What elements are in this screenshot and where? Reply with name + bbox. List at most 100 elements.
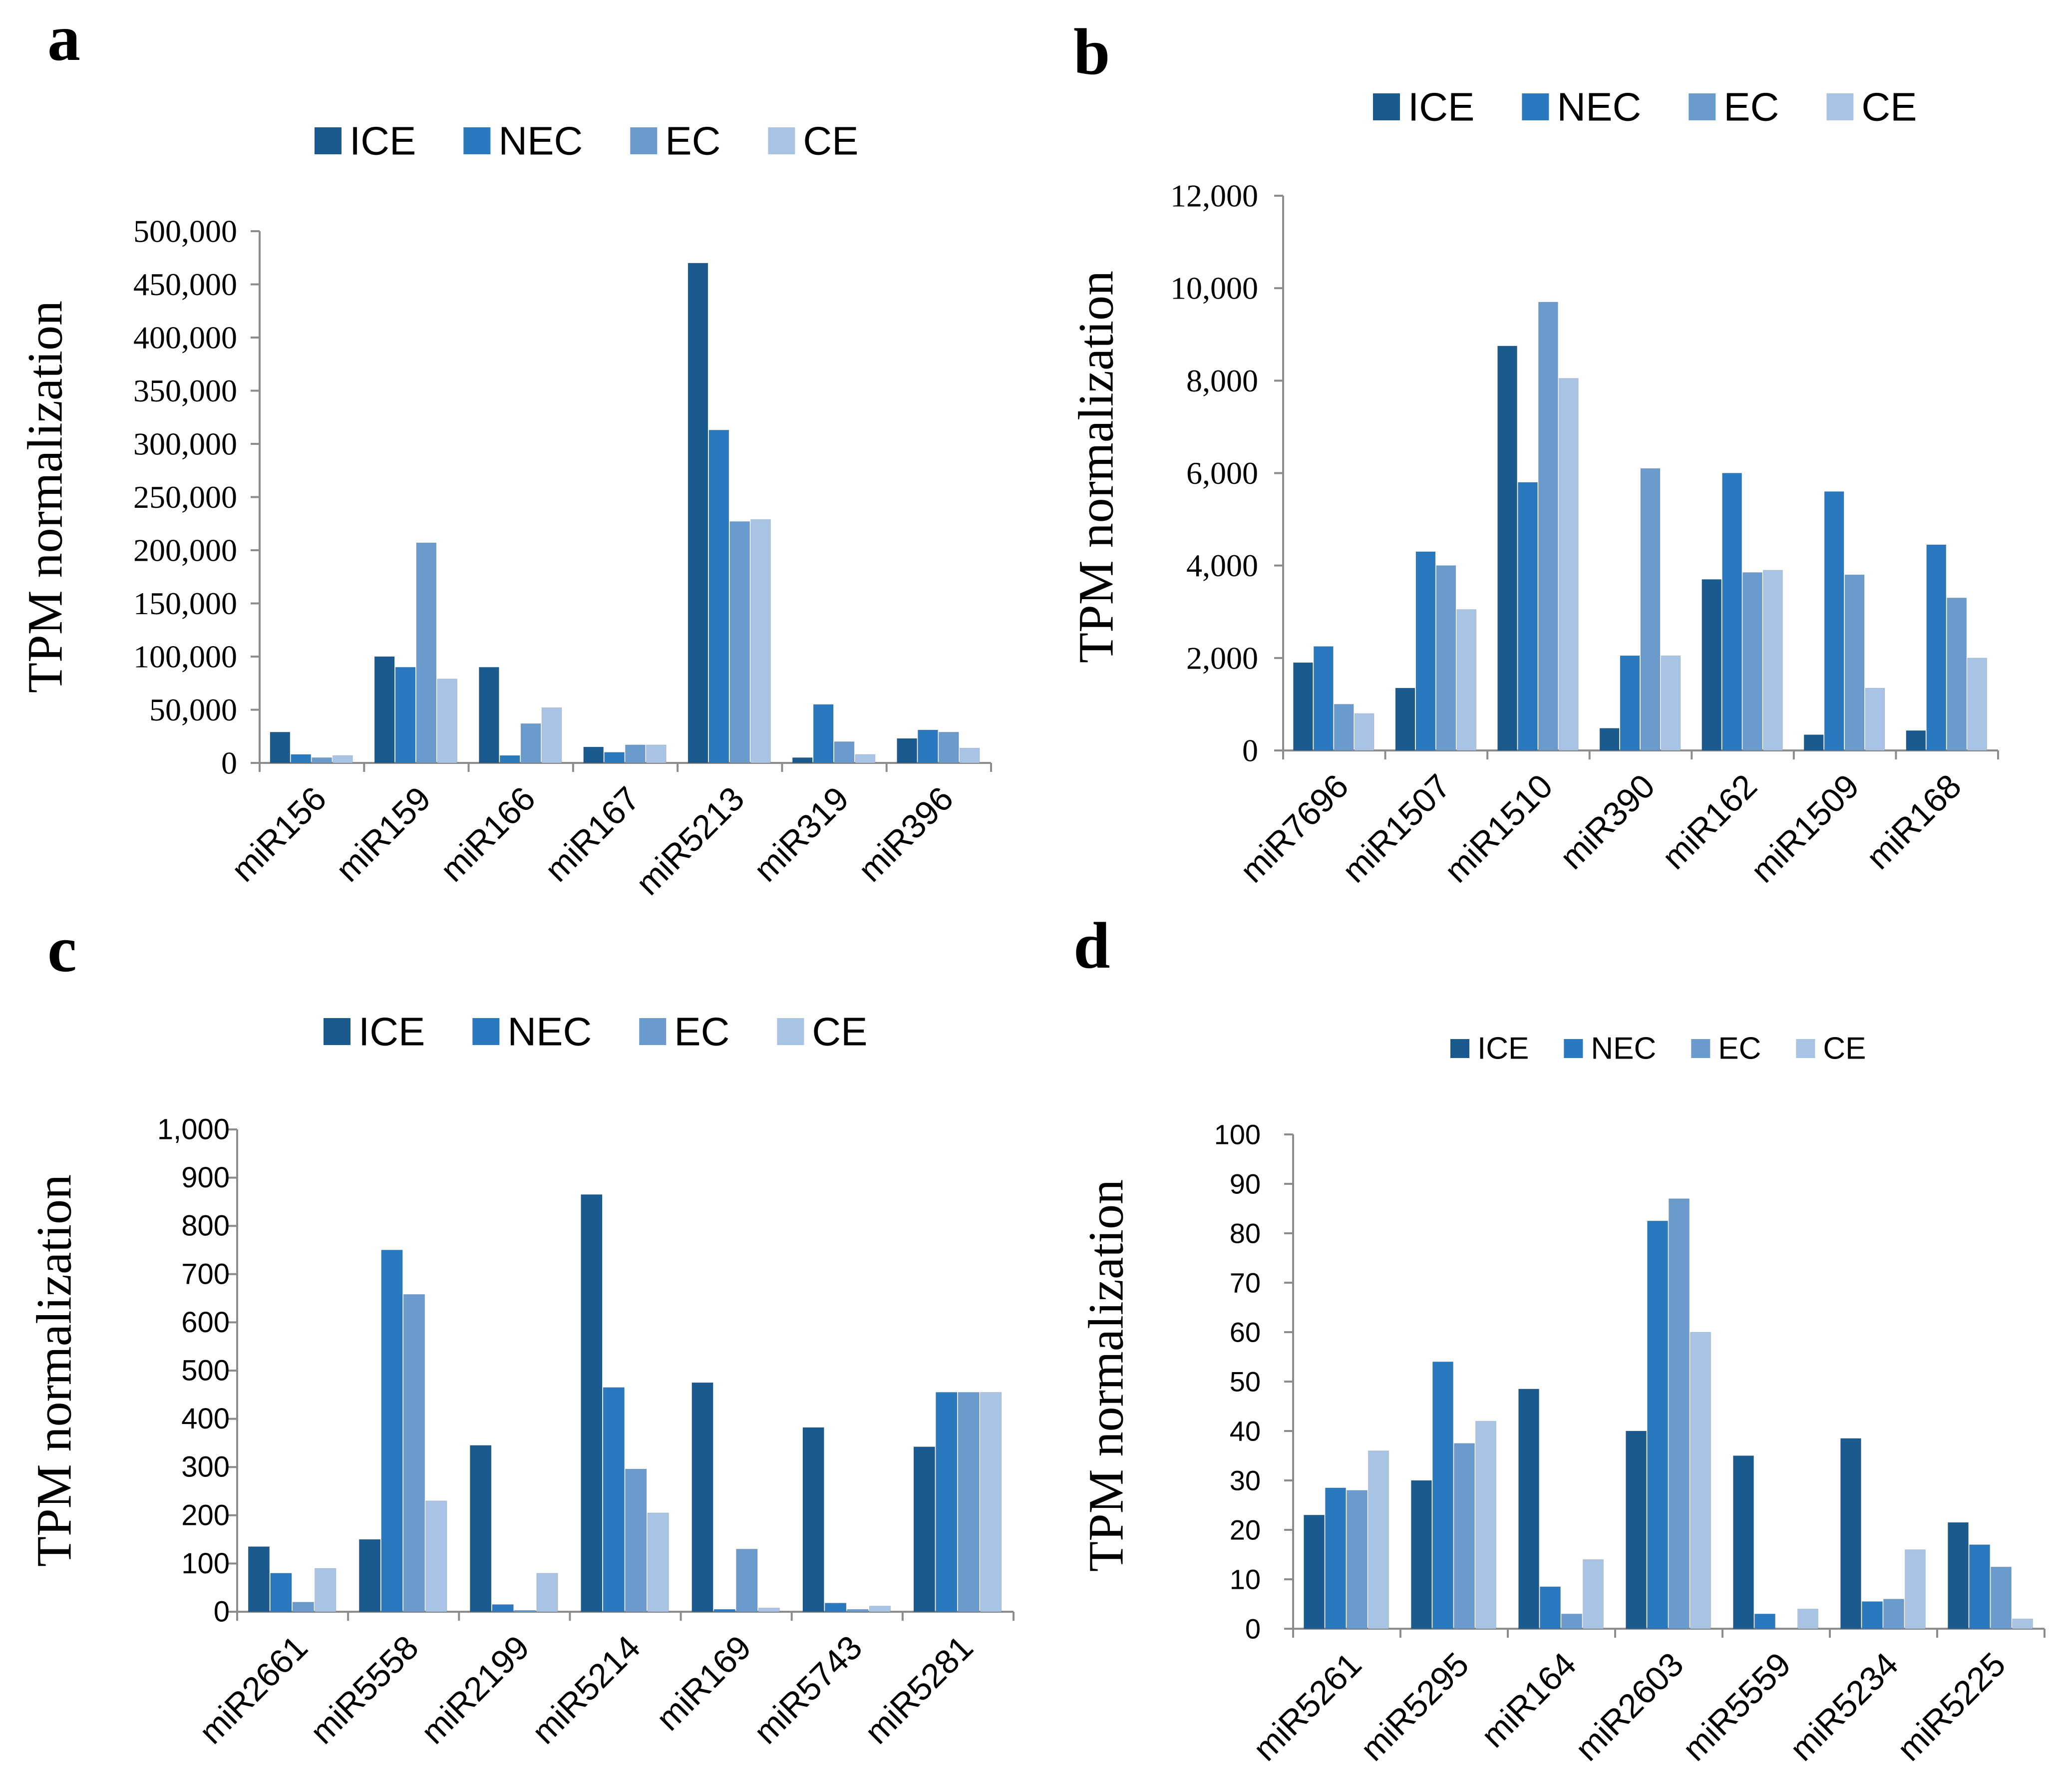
bar-mir5261-ec (1347, 1490, 1368, 1629)
bar-mir5214-ec (625, 1468, 647, 1612)
y-tick-label: 70 (1230, 1267, 1261, 1299)
x-category-label: miR156 (224, 779, 334, 889)
legend-swatch-ec (1689, 93, 1716, 120)
x-category-label: miR164 (1474, 1645, 1583, 1755)
bar-mir5213-nec (708, 429, 729, 763)
bar-mir5743-nec (824, 1603, 847, 1612)
bar-mir7696-ce (1354, 713, 1374, 751)
legend-label-nec: NEC (1591, 1032, 1656, 1066)
bar-mir168-ce (1967, 658, 1988, 751)
panel-b: b TPM normalization ICE NEC EC CE 0 2,000 4,000 6… (1068, 15, 1999, 890)
bar-mir5558-ice (358, 1539, 381, 1612)
bar-mir167-ec (625, 744, 646, 763)
bar-mir5225-ec (1991, 1566, 2012, 1629)
y-tick-label: 450,000 (133, 267, 237, 302)
legend-label-ce: CE (1861, 85, 1917, 129)
bar-mir5295-nec (1432, 1361, 1453, 1629)
bar-mir5225-ice (1948, 1522, 1969, 1629)
legend-swatch-ice (1373, 93, 1400, 120)
bar-mir5295-ice (1411, 1480, 1432, 1629)
y-tick-label: 60 (1230, 1317, 1261, 1348)
y-tick-label: 90 (1230, 1168, 1261, 1200)
panel-letter: d (1073, 909, 1110, 982)
bar-mir167-ice (583, 746, 604, 763)
y-tick-label: 80 (1230, 1218, 1261, 1249)
bar-mir2603-nec (1647, 1220, 1668, 1629)
bar-mir166-ec (520, 723, 541, 763)
bar-mir1507-ec (1436, 565, 1456, 751)
y-tick-label: 500 (181, 1355, 230, 1387)
y-tick-label: 300,000 (133, 426, 237, 462)
y-tick-label: 900 (181, 1161, 230, 1194)
y-tick-label: 300 (181, 1451, 230, 1483)
x-category-label: miR2199 (414, 1628, 537, 1751)
bar-mir5213-ice (687, 263, 708, 763)
y-tick-label: 400,000 (133, 320, 237, 356)
legend-label-ce: CE (1823, 1032, 1866, 1066)
bar-mir1510-ec (1538, 302, 1558, 751)
y-tick-label: 4,000 (1186, 548, 1258, 583)
bar-mir2199-ce (536, 1573, 558, 1612)
y-tick-label: 10 (1230, 1564, 1261, 1595)
legend: ICE NEC EC CE (324, 1010, 868, 1054)
y-tick-label: 700 (181, 1258, 230, 1290)
bar-mir164-ec (1561, 1613, 1582, 1629)
y-tick-label: 200,000 (133, 533, 237, 568)
legend-swatch-ce (1796, 1039, 1815, 1058)
bar-mir162-nec (1722, 473, 1742, 751)
bar-mir5743-ec (847, 1609, 869, 1612)
legend-label-ec: EC (674, 1010, 729, 1054)
bar-mir166-ice (479, 667, 499, 763)
bar-mir1509-ce (1865, 688, 1885, 751)
x-category-label: miR167 (538, 779, 647, 889)
legend-swatch-nec (463, 127, 491, 154)
y-tick-label: 40 (1230, 1416, 1261, 1447)
x-category-label: miR390 (1553, 767, 1662, 876)
legend: ICE NEC EC CE (315, 119, 859, 163)
legend-label-ice: ICE (349, 119, 416, 163)
bar-mir5261-ice (1304, 1514, 1325, 1629)
bar-mir169-ice (691, 1382, 713, 1612)
bar-mir168-nec (1926, 544, 1947, 751)
y-tick-label: 100 (1214, 1119, 1261, 1150)
bar-mir5214-nec (603, 1387, 625, 1612)
y-tick-label: 0 (1242, 733, 1258, 768)
bar-mir7696-ec (1334, 704, 1354, 751)
bar-mir5558-ce (425, 1500, 447, 1612)
bar-mir159-ec (416, 542, 437, 763)
bar-mir2661-ice (248, 1546, 270, 1612)
bar-mir156-ce (333, 755, 353, 763)
bar-mir164-ice (1518, 1389, 1539, 1629)
y-axis-label: TPM normalization (1068, 271, 1124, 663)
bar-mir168-ec (1947, 597, 1967, 751)
bar-mir159-ce (437, 679, 458, 763)
legend: ICE NEC EC CE (1450, 1032, 1866, 1066)
y-tick-label: 800 (181, 1210, 230, 1242)
bar-mir5213-ce (750, 519, 771, 763)
panel-letter: a (47, 1, 80, 74)
y-tick-label: 350,000 (133, 373, 237, 408)
legend-swatch-ec (639, 1018, 667, 1045)
y-tick-label: 600 (181, 1306, 230, 1339)
x-category-label: miR5559 (1675, 1645, 1798, 1768)
y-axis-label: TPM normalization (26, 1174, 82, 1567)
bar-mir319-ice (792, 757, 813, 763)
bar-mir1507-ice (1395, 688, 1415, 751)
y-tick-label: 200 (181, 1499, 230, 1531)
legend-label-ice: ICE (1477, 1032, 1529, 1066)
bar-mir396-ice (897, 738, 917, 763)
panel-letter: b (1073, 15, 1110, 88)
x-category-label: miR5225 (1890, 1645, 2013, 1768)
y-tick-label: 500,000 (133, 214, 237, 249)
bar-mir156-ice (270, 731, 291, 763)
bar-mir1507-nec (1415, 551, 1436, 751)
bar-mir159-nec (395, 667, 416, 763)
bar-mir2199-ice (470, 1445, 492, 1612)
x-category-label: miR2603 (1568, 1645, 1691, 1768)
x-category-label: miR166 (433, 779, 542, 889)
bar-mir5558-ec (403, 1294, 425, 1612)
legend-swatch-nec (1564, 1039, 1583, 1058)
bar-mir5234-ce (1905, 1549, 1926, 1629)
legend-swatch-ec (1691, 1039, 1711, 1058)
y-tick-label: 150,000 (133, 586, 237, 621)
